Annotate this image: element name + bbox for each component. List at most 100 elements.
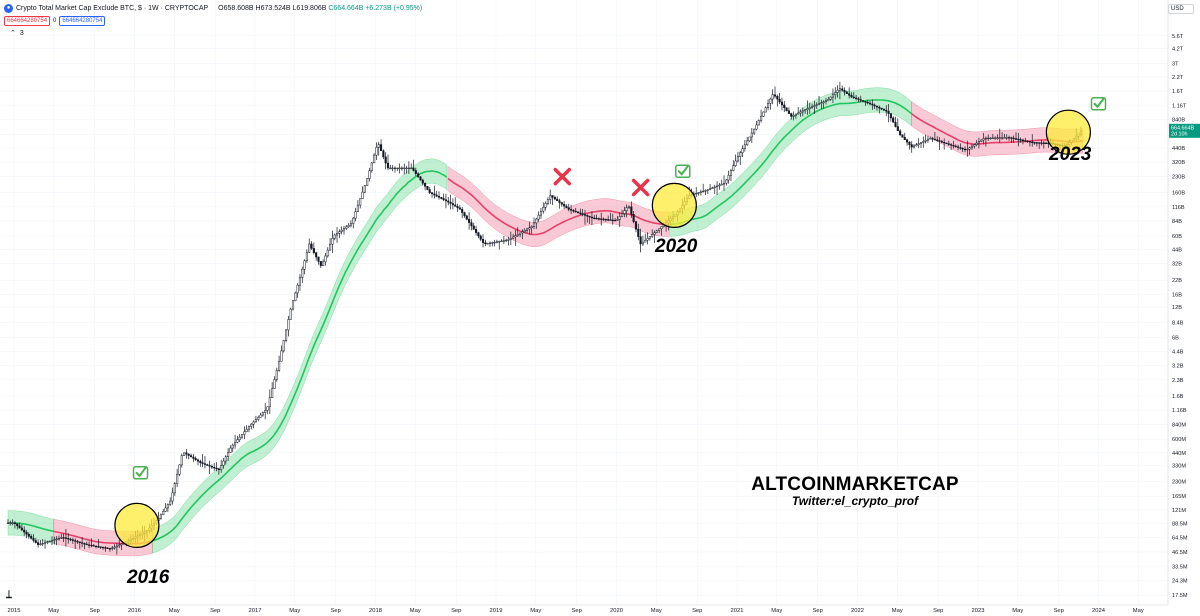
price-candle: [44, 542, 47, 544]
symbol-title[interactable]: Crypto Total Market Cap Exclude BTC, $ ·…: [16, 4, 209, 12]
price-axis-bg[interactable]: [1168, 0, 1200, 605]
price-candle: [449, 201, 452, 204]
price-candle: [229, 447, 232, 453]
price-candle: [326, 249, 329, 257]
green-check-icon: [1090, 97, 1107, 111]
price-candle: [625, 207, 628, 211]
price-candle: [53, 539, 56, 541]
price-candle: [537, 214, 540, 220]
x-tick-label: Sep: [813, 608, 823, 614]
price-candle: [607, 219, 610, 221]
price-candle: [868, 102, 872, 105]
price-candle: [576, 211, 580, 214]
price-candle: [500, 240, 503, 242]
price-candle: [739, 152, 742, 157]
y-tick-label: 116B: [1172, 205, 1185, 211]
price-candle: [400, 167, 403, 170]
currency-select[interactable]: USD: [1168, 4, 1194, 14]
price-candle: [961, 148, 964, 150]
price-candle: [780, 101, 784, 106]
price-candle: [1033, 142, 1036, 144]
price-candle: [310, 243, 313, 249]
price-candle: [502, 240, 505, 242]
price-candle: [94, 545, 98, 547]
price-candle: [203, 463, 206, 465]
price-candle: [166, 504, 169, 509]
price-candle: [48, 540, 51, 543]
price-candle: [736, 156, 739, 162]
price-candle: [697, 192, 700, 194]
price-candle: [169, 500, 172, 505]
price-candle: [1003, 137, 1006, 139]
price-candle: [356, 204, 359, 212]
price-candle: [30, 536, 33, 539]
price-candle: [808, 107, 811, 109]
price-candle: [546, 199, 549, 204]
x-tick-label: 2020: [610, 608, 623, 614]
price-candle: [477, 232, 480, 237]
price-candle: [115, 545, 118, 548]
price-candle: [6, 522, 10, 524]
price-candle: [171, 492, 174, 502]
price-candle: [998, 137, 1001, 139]
price-candle: [484, 242, 487, 245]
buy-button[interactable]: 664664280754: [59, 16, 106, 26]
price-candle: [1008, 137, 1011, 139]
x-tick-label: Sep: [90, 608, 100, 614]
price-candle: [64, 537, 67, 539]
price-candle: [454, 204, 457, 207]
price-candle: [382, 150, 385, 158]
price-candle: [296, 284, 299, 294]
price-candle: [354, 211, 357, 219]
indicators-toggle[interactable]: ⌃ 3: [6, 29, 24, 37]
price-candle: [424, 182, 427, 187]
price-candle: [329, 243, 332, 251]
price-candle: [361, 191, 364, 199]
price-candle: [528, 227, 531, 230]
price-candle: [1040, 142, 1043, 144]
price-candle: [623, 210, 626, 214]
price-candle: [83, 543, 86, 545]
label-2020: 2020: [655, 236, 698, 257]
price-candle: [368, 170, 371, 179]
label-2023: 2023: [1049, 144, 1092, 165]
price-candle: [180, 455, 183, 466]
price-candle: [120, 543, 123, 546]
price-candle: [586, 215, 589, 217]
price-candle: [616, 219, 619, 221]
price-candle: [718, 184, 721, 187]
price-candle: [551, 195, 554, 198]
price-candle: [831, 94, 834, 98]
price-candle: [908, 141, 911, 145]
price-candle: [113, 546, 116, 549]
price-candle: [108, 548, 111, 550]
price-candle: [194, 458, 197, 461]
price-candle: [1035, 142, 1038, 144]
price-candle: [1012, 137, 1015, 140]
price-candle: [595, 218, 598, 220]
price-candle: [889, 113, 892, 119]
y-tick-label: 2.3B: [1172, 378, 1184, 384]
time-axis[interactable]: 2015 May Sep 2016 May Sep 2017 May Sep 2018 May Sep…: [8, 608, 1144, 614]
sell-button[interactable]: 664664280754: [4, 16, 51, 26]
x-tick-label: May: [169, 608, 180, 614]
chevron-up-icon: ⌃: [10, 30, 16, 37]
price-candle: [50, 540, 54, 542]
price-candle: [220, 465, 223, 471]
price-candle: [843, 90, 846, 93]
price-candle: [762, 111, 765, 117]
price-candle: [811, 106, 814, 108]
price-candle: [1031, 141, 1034, 143]
price-candle: [213, 466, 216, 469]
price-candle: [39, 543, 42, 545]
grid: [0, 0, 1168, 605]
trade-boxes: 664664280754 0 664664280754: [4, 16, 106, 26]
y-tick-label: 1.16T: [1172, 103, 1187, 109]
price-candle: [544, 203, 547, 208]
price-candle: [238, 436, 241, 441]
price-candle: [1010, 137, 1013, 139]
price-candle: [13, 522, 16, 524]
price-candle: [618, 216, 621, 220]
price-candle: [435, 194, 438, 197]
